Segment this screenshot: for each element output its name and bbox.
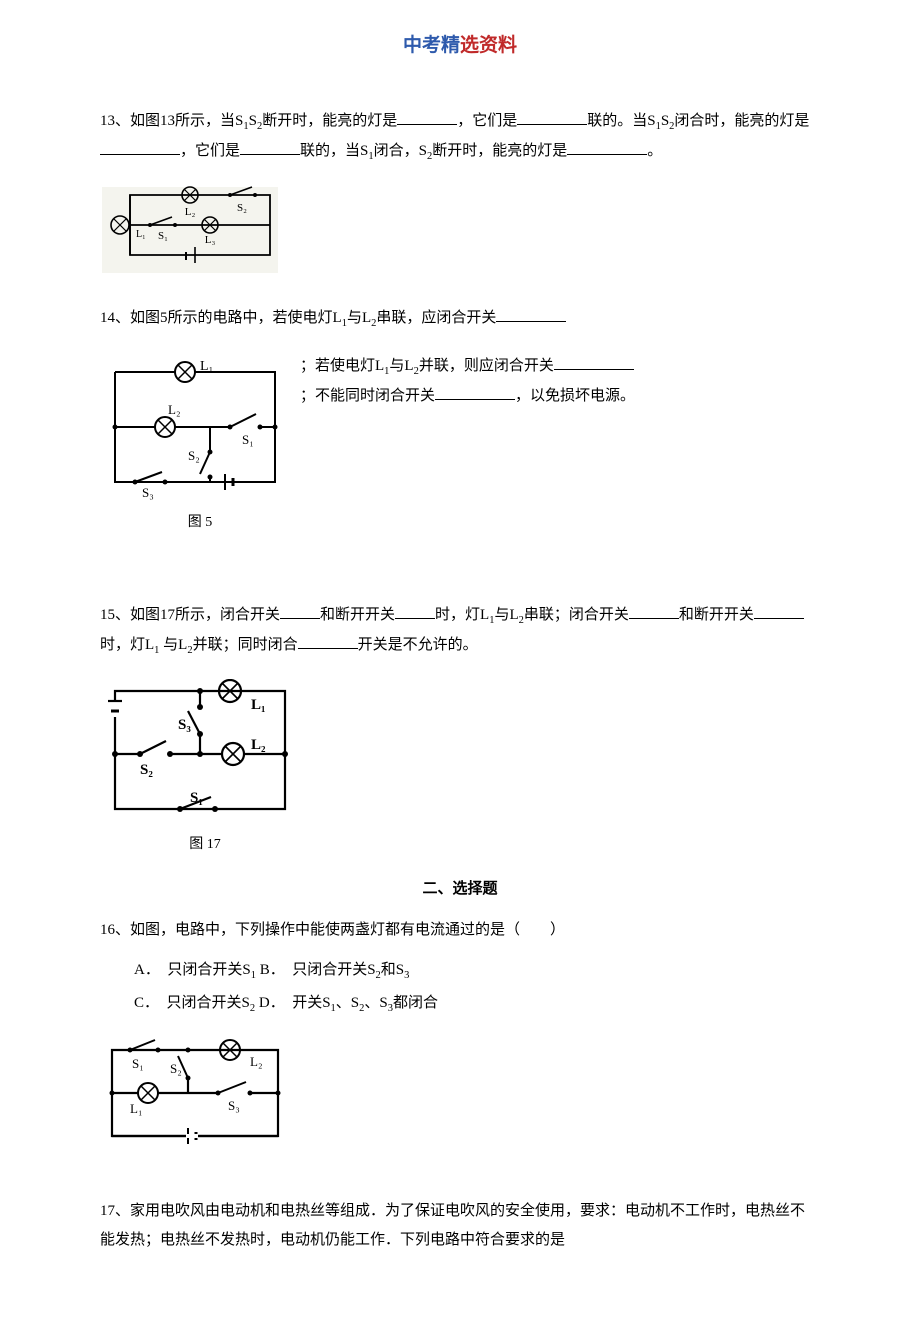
q14-l1a: 如图5所示的电路中，若使电灯L <box>130 310 342 326</box>
figure-16: S₁ L₂ L₁ S₂ <box>100 1038 820 1153</box>
q13-t9: 联的，当S <box>300 143 368 159</box>
page-header: 中考精选资料 <box>100 30 820 57</box>
q13-t8: ，它们是 <box>180 143 240 159</box>
fig5-caption: 图 5 <box>100 511 300 531</box>
question-14-line1: 14、如图5所示的电路中，若使电灯L1与L2串联，应闭合开关 <box>100 304 820 334</box>
question-14-block: L₁ L₂ S₂ <box>100 352 820 531</box>
q17-num: 17、 <box>100 1203 130 1219</box>
blank[interactable] <box>435 384 515 400</box>
q16-opt-ab: A． 只闭合开关S1 B． 只闭合开关S2和S3 <box>134 954 820 987</box>
q15-t7: 时，灯L <box>100 637 154 653</box>
figure-5: L₁ L₂ S₂ <box>100 352 300 531</box>
question-15: 15、如图17所示，闭合开关和断开开关时，灯L1与L2串联；闭合开关和断开开关 … <box>100 601 820 661</box>
q13-num: 13、 <box>100 113 130 129</box>
svg-text:S₁: S₁ <box>190 790 203 806</box>
blank[interactable] <box>496 306 566 322</box>
q16-opt-cd: C． 只闭合开关S2 D． 开关S1、S2、S3都闭合 <box>134 987 820 1020</box>
q13-t4: ，它们是 <box>457 113 517 129</box>
q16-stem: 如图，电路中，下列操作中能使两盏灯都有电流通过的是（ ） <box>130 922 565 938</box>
q13-t5: 联的。当S <box>587 113 655 129</box>
svg-text:L₁: L₁ <box>130 1101 142 1116</box>
q14-l2a: ；若使电灯L <box>300 358 384 374</box>
blank[interactable] <box>298 633 358 649</box>
q14-l3b: ，以免损坏电源。 <box>515 388 635 404</box>
fig17-caption: 图 17 <box>100 833 310 853</box>
svg-text:S₁: S₁ <box>242 432 254 447</box>
q14-l2c: 并联，则应闭合开关 <box>419 358 554 374</box>
svg-text:S₁: S₁ <box>132 1056 144 1071</box>
svg-text:S₁: S₁ <box>158 230 168 242</box>
svg-text:L₂: L₂ <box>168 402 180 417</box>
section-2-title: 二、选择题 <box>100 877 820 898</box>
q13-t2: S <box>249 113 257 129</box>
blank[interactable] <box>629 603 679 619</box>
svg-text:S₂: S₂ <box>237 202 247 214</box>
svg-text:S₂: S₂ <box>188 448 200 463</box>
blank[interactable] <box>517 109 587 125</box>
q14-num: 14、 <box>100 310 130 326</box>
blank[interactable] <box>280 603 320 619</box>
question-17: 17、家用电吹风由电动机和电热丝等组成．为了保证电吹风的安全使用，要求：电动机不… <box>100 1197 820 1254</box>
q13-t6: S <box>661 113 669 129</box>
figure-17: L₁ S₂ S₃ L₂ <box>100 679 310 853</box>
q15-t1: 如图17所示，闭合开关 <box>130 607 280 623</box>
blank[interactable] <box>554 354 634 370</box>
q15-num: 15、 <box>100 607 130 623</box>
q13-t1: 如图13所示，当S <box>130 113 243 129</box>
svg-text:L₃: L₃ <box>205 234 216 246</box>
q16-num: 16、 <box>100 922 130 938</box>
q14-l1c: 串联，应闭合开关 <box>376 310 496 326</box>
header-red: 选资料 <box>460 35 517 56</box>
svg-text:S₃: S₃ <box>178 717 191 733</box>
svg-text:L₂: L₂ <box>185 206 196 218</box>
q15-t5: 串联；闭合开关 <box>524 607 629 623</box>
blank[interactable] <box>240 139 300 155</box>
svg-text:S₂: S₂ <box>140 762 153 778</box>
q17-text: 家用电吹风由电动机和电热丝等组成．为了保证电吹风的安全使用，要求：电动机不工作时… <box>100 1203 805 1248</box>
svg-text:L₁: L₁ <box>200 359 213 374</box>
q14-l3a: ；不能同时闭合开关 <box>300 388 435 404</box>
question-16: 16、如图，电路中，下列操作中能使两盏灯都有电流通过的是（ ） A． 只闭合开关… <box>100 916 820 1021</box>
blank[interactable] <box>100 139 180 155</box>
blank[interactable] <box>567 139 647 155</box>
blank[interactable] <box>754 603 804 619</box>
blank[interactable] <box>397 109 457 125</box>
figure-13: L₂ S₂ L₁ S₁ L₃ <box>100 185 820 280</box>
svg-text:L₂: L₂ <box>251 737 266 753</box>
q15-t10: 开关是不允许的。 <box>358 637 478 653</box>
svg-text:S₃: S₃ <box>142 485 154 500</box>
q15-t6: 和断开开关 <box>679 607 754 623</box>
q13-t3: 断开时，能亮的灯是 <box>262 113 397 129</box>
question-13: 13、如图13所示，当S1S2断开时，能亮的灯是，它们是联的。当S1S2闭合时，… <box>100 107 820 167</box>
q15-t9: 并联；同时闭合 <box>193 637 298 653</box>
q15-t8: 与L <box>159 637 187 653</box>
q13-t10: 闭合，S <box>374 143 427 159</box>
svg-text:L₁: L₁ <box>251 697 266 713</box>
q13-t12: 。 <box>647 143 662 159</box>
q14-l1b: 与L <box>347 310 371 326</box>
q15-t3: 时，灯L <box>435 607 489 623</box>
q13-t7: 闭合时，能亮的灯是 <box>674 113 809 129</box>
q15-t4: 与L <box>494 607 518 623</box>
svg-text:S₃: S₃ <box>228 1098 240 1113</box>
q15-t2: 和断开开关 <box>320 607 395 623</box>
svg-text:S₂: S₂ <box>170 1061 182 1076</box>
blank[interactable] <box>395 603 435 619</box>
q14-l2b: 与L <box>389 358 413 374</box>
header-blue: 中考精 <box>403 35 460 56</box>
q13-t11: 断开时，能亮的灯是 <box>432 143 567 159</box>
svg-text:L₁: L₁ <box>136 229 146 240</box>
svg-text:L₂: L₂ <box>250 1054 262 1069</box>
